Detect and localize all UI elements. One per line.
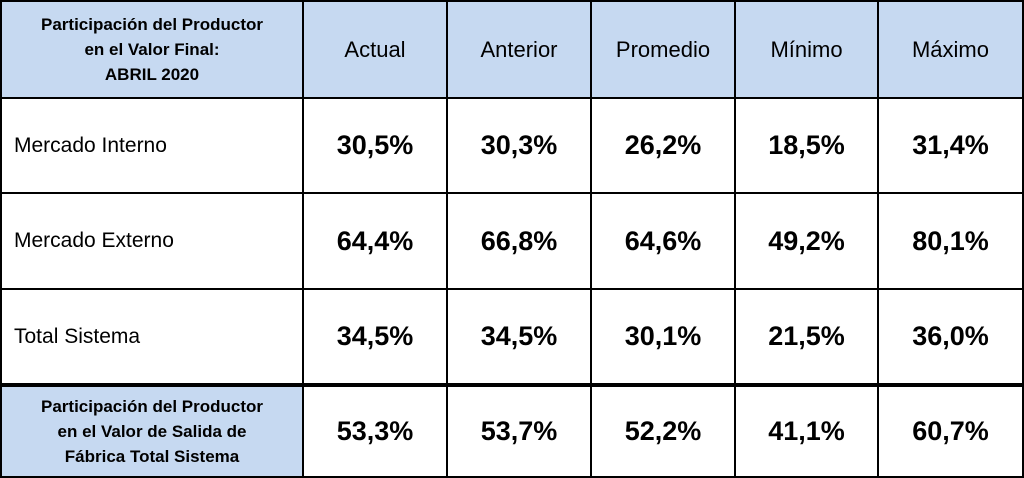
value-cell: 36,0% [879, 290, 1022, 383]
value-cell: 26,2% [592, 99, 734, 192]
value-cell: 30,3% [448, 99, 590, 192]
value: 30,5% [336, 130, 414, 160]
value-cell: 64,4% [304, 194, 446, 288]
value: 41,1% [768, 416, 845, 446]
value: 31,4% [912, 130, 989, 160]
value-cell: 64,6% [592, 194, 734, 288]
row-label: en el Valor de Salida de [57, 422, 247, 441]
column-header: Máximo [911, 36, 989, 62]
value-cell: 34,5% [448, 290, 590, 383]
column-header: Anterior [480, 36, 558, 62]
title-line: en el Valor Final: [84, 40, 220, 59]
value: 34,5% [480, 321, 558, 351]
value-cell: 66,8% [448, 194, 590, 288]
column-header: Actual [344, 36, 406, 62]
title-line: ABRIL 2020 [104, 65, 200, 84]
value-cell: 52,2% [592, 387, 734, 476]
row-label: Mercado Interno [14, 133, 167, 157]
value: 53,3% [336, 416, 414, 446]
value: 64,6% [624, 225, 702, 256]
value: 49,2% [768, 225, 845, 256]
column-header: Promedio [615, 36, 711, 62]
value-cell: 41,1% [736, 387, 877, 476]
column-header-cell: Mínimo [736, 2, 877, 97]
column-header-cell: Actual [304, 2, 446, 97]
value: 18,5% [768, 130, 845, 160]
value-cell: 80,1% [879, 194, 1022, 288]
value: 52,2% [624, 416, 702, 446]
row-label: Fábrica Total Sistema [64, 447, 240, 466]
row-label-cell: Participación del Productor en el Valor d… [2, 387, 302, 476]
column-header-cell: Anterior [448, 2, 590, 97]
value: 30,1% [624, 321, 702, 351]
value-cell: 53,7% [448, 387, 590, 476]
value-cell: 34,5% [304, 290, 446, 383]
value-cell: 49,2% [736, 194, 877, 288]
value: 64,4% [336, 225, 414, 256]
value-cell: 31,4% [879, 99, 1022, 192]
value-cell: 18,5% [736, 99, 877, 192]
value-cell: 30,5% [304, 99, 446, 192]
value-cell: 21,5% [736, 290, 877, 383]
value: 21,5% [768, 321, 845, 351]
value: 53,7% [480, 416, 558, 446]
value: 80,1% [912, 225, 989, 256]
value: 30,3% [480, 130, 558, 160]
column-header: Mínimo [770, 36, 843, 62]
value-cell: 53,3% [304, 387, 446, 476]
column-header-cell: Máximo [879, 2, 1022, 97]
value: 66,8% [480, 225, 558, 256]
value-cell: 60,7% [879, 387, 1022, 476]
row-label-cell: Mercado Externo [2, 194, 302, 288]
value: 60,7% [912, 416, 989, 446]
value: 26,2% [624, 130, 702, 160]
row-label: Participación del Productor [41, 397, 263, 416]
row-label: Total Sistema [14, 324, 141, 348]
title-line: Participación del Productor [41, 15, 263, 34]
row-label-cell: Mercado Interno [2, 99, 302, 192]
value: 36,0% [912, 321, 989, 351]
value: 34,5% [336, 321, 414, 351]
row-label: Mercado Externo [14, 229, 174, 252]
value-cell: 30,1% [592, 290, 734, 383]
row-label-cell: Total Sistema [2, 290, 302, 383]
title-cell: Participación del Productor en el Valor F… [2, 2, 302, 97]
column-header-cell: Promedio [592, 2, 734, 97]
